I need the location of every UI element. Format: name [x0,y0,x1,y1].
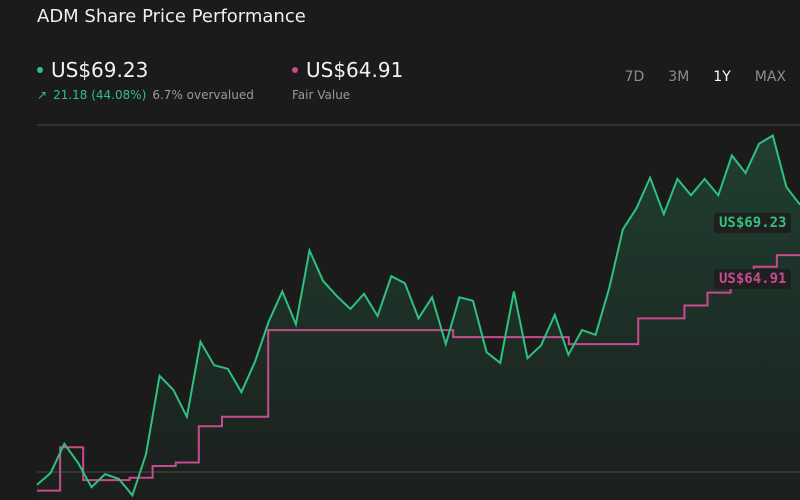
price-tag: US$69.23 [714,213,792,233]
share-price-value: US$69.23 [51,58,149,82]
fair-value-label: Fair Value [292,88,351,102]
fair-value-dot [292,67,298,73]
price-area [37,135,800,500]
up-arrow-icon: ↗ [37,88,48,102]
share-price-dot [37,67,43,73]
tab-1y[interactable]: 1Y [713,69,731,85]
valuation-status: 6.7% overvalued [152,88,254,102]
price-line [36,133,800,498]
time-range-tabs: 7D 3M 1Y MAX [625,69,786,85]
price-change: 21.18 (44.08%) [53,88,147,102]
tab-7d[interactable]: 7D [624,69,645,85]
page-title: ADM Share Price Performance [37,6,306,27]
fair-value-block: US$64.91 Fair Value [292,58,403,102]
fair-value-tag: US$64.91 [714,269,792,289]
fair-value-value: US$64.91 [306,58,404,82]
fair-value-line [37,254,800,492]
tab-max[interactable]: MAX [754,69,786,85]
share-price-block: US$69.23 ↗ 21.18 (44.08%) 6.7% overvalue… [37,58,254,102]
tab-3m[interactable]: 3M [668,69,690,85]
